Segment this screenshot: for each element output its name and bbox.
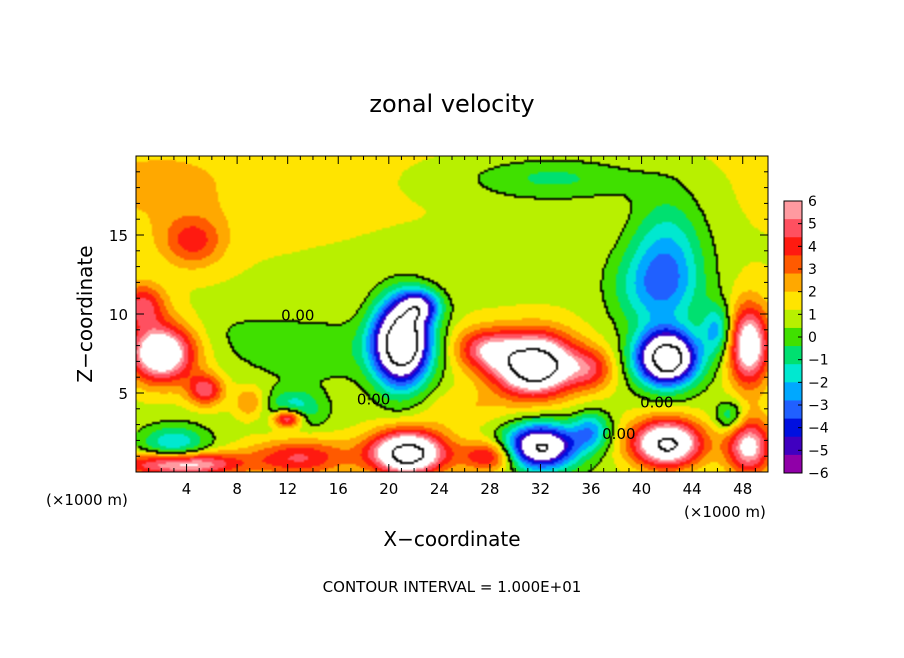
- colorbar-tick-label: −1: [808, 353, 829, 369]
- x-axis: 4 8 12 16 20 24 28 32 36 40 44 48: [148, 156, 756, 498]
- contour-label: 0.00: [640, 393, 673, 411]
- x-axis-label: X−coordinate: [383, 527, 520, 551]
- x-tick-label: 12: [278, 480, 297, 498]
- colorbar-tick-label: 1: [808, 307, 817, 323]
- colorbar-tick-label: 2: [808, 285, 817, 301]
- x-tick-label: 40: [632, 480, 651, 498]
- colorbar-tick-label: 4: [808, 239, 817, 255]
- y-axis-label: Z−coordinate: [73, 245, 97, 382]
- contour-interval-footer: CONTOUR INTERVAL = 1.000E+01: [323, 578, 582, 596]
- colorbar-swatch: [784, 309, 802, 329]
- colorbar-swatch: [784, 454, 802, 474]
- x-tick-label: 28: [480, 480, 499, 498]
- x-tick-label: 24: [430, 480, 449, 498]
- colorbar-swatch: [784, 291, 802, 311]
- velocity-heatmap: [136, 156, 768, 472]
- colorbar-tick-label: 0: [808, 330, 817, 346]
- colorbar-swatch: [784, 273, 802, 293]
- y-tick-label: 5: [118, 385, 128, 403]
- colorbar-swatch: [784, 382, 802, 401]
- x-tick-label: 36: [581, 480, 600, 498]
- contour-label: 0.00: [602, 425, 635, 443]
- contour-labels: 0.00 0.00 0.00 0.00: [281, 307, 673, 444]
- x-unit-label-left: (×1000 m): [46, 491, 128, 509]
- colorbar-swatch: [784, 327, 802, 347]
- colorbar-tick-label: −6: [808, 466, 829, 482]
- contour-label: 0.00: [281, 307, 314, 325]
- colorbar-swatch: [784, 364, 802, 383]
- colorbar-tick-label: 5: [808, 217, 817, 233]
- colorbar-tick-label: −5: [808, 443, 829, 459]
- colorbar-tick-label: −2: [808, 375, 829, 391]
- colorbar-tick-label: −3: [808, 398, 829, 414]
- x-tick-label: 48: [733, 480, 752, 498]
- y-axis: 5 10 15: [109, 171, 768, 457]
- colorbar-swatch: [784, 237, 802, 256]
- colorbar-tick-label: 3: [808, 262, 817, 278]
- x-tick-label: 16: [329, 480, 348, 498]
- x-tick-label: 8: [232, 480, 242, 498]
- plot-area: 0.000.00 0.000.00 4 8 12 16 20 24 28 32 36 40 44 48 …: [109, 155, 769, 498]
- colorbar-swatch: [784, 219, 802, 238]
- colorbar-swatch: [784, 346, 802, 365]
- x-tick-label: 44: [683, 480, 702, 498]
- colorbar-swatch: [784, 201, 802, 220]
- colorbar-swatch: [784, 418, 802, 438]
- colorbar-swatch: [784, 255, 802, 275]
- y-tick-label: 15: [109, 227, 128, 245]
- colorbar-tick-label: −4: [808, 421, 829, 437]
- colorbar-swatch: [784, 436, 802, 456]
- colorbar-swatch: [784, 400, 802, 420]
- x-tick-label: 20: [379, 480, 398, 498]
- contour-label: 0.00: [357, 390, 390, 408]
- chart-title: zonal velocity: [369, 90, 534, 118]
- colorbar: 6 5 4 3 2 1 0 −1 −2 −3 −4 −5 −6: [783, 194, 829, 482]
- x-tick-label: 32: [531, 480, 550, 498]
- colorbar-tick-label: 6: [808, 194, 817, 210]
- x-tick-label: 4: [182, 480, 192, 498]
- x-unit-label-right: (×1000 m): [684, 503, 766, 521]
- y-tick-label: 10: [109, 306, 128, 324]
